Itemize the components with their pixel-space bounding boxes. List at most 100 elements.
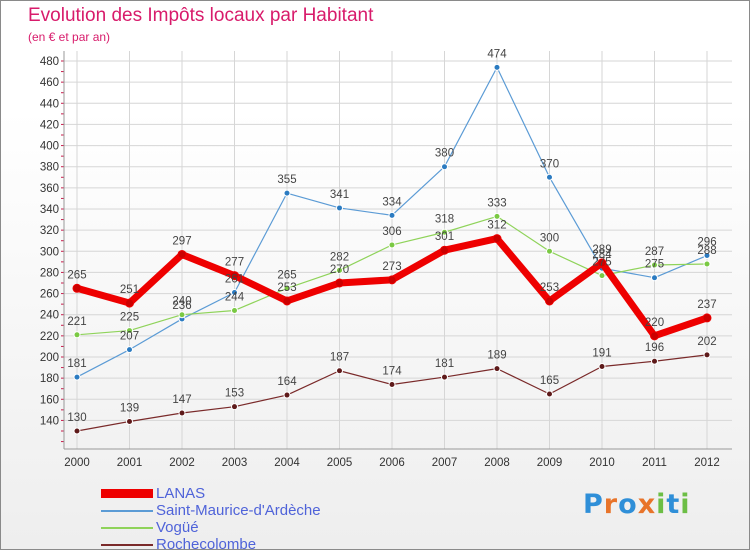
data-point-rochecolombe (126, 417, 133, 425)
data-label-vog-: 225 (120, 312, 139, 324)
legend-swatch (101, 526, 153, 529)
data-point-vog- (441, 228, 448, 236)
data-label-lanas: 297 (172, 235, 191, 247)
data-label-rochecolombe: 130 (67, 412, 86, 424)
data-point-saint-maurice-d-ard-che (336, 204, 343, 212)
data-point-lanas (282, 296, 292, 306)
y-tick-label: 300 (40, 246, 59, 258)
y-tick-label: 180 (40, 373, 59, 385)
data-label-vog-: 287 (645, 246, 664, 258)
proxiti-logo: Proxiti (583, 489, 691, 520)
y-tick-label: 460 (40, 77, 59, 89)
y-tick-label: 280 (40, 267, 59, 279)
chart-subtitle: (en € et par an) (28, 30, 111, 44)
y-tick-label: 420 (40, 119, 59, 131)
legend-item-saint-maurice-d-ard-che: Saint-Maurice-d'Ardèche (101, 502, 321, 519)
data-point-rochecolombe (598, 363, 606, 371)
data-point-vog- (651, 261, 658, 269)
y-tick-label: 480 (40, 56, 59, 68)
y-tick-label: 380 (40, 162, 59, 174)
data-point-lanas (335, 278, 344, 288)
data-point-rochecolombe (231, 403, 238, 411)
data-label-rochecolombe: 187 (330, 352, 349, 364)
data-point-saint-maurice-d-ard-che (441, 163, 448, 171)
series-layer (72, 63, 712, 435)
data-point-rochecolombe (703, 351, 711, 359)
axes: 140 160 180 200 220 240 260 280 300 320 340 360 380 4… (40, 51, 732, 469)
data-label-rochecolombe: 139 (120, 402, 139, 414)
data-point-lanas (650, 331, 659, 341)
data-point-saint-maurice-d-ard-che (493, 63, 501, 71)
legend-item-rochecolombe: Rochecolombe (101, 536, 321, 549)
legend-label: Vogüé (156, 519, 199, 536)
x-tick-label: 2012 (694, 457, 720, 469)
data-point-lanas (125, 298, 134, 308)
data-point-vog- (336, 266, 343, 274)
data-label-saint-maurice-d-ard-che: 236 (172, 300, 191, 312)
data-label-rochecolombe: 191 (592, 348, 611, 360)
y-tick-label: 200 (40, 352, 59, 364)
legend-swatch (101, 489, 153, 498)
legend-label: Saint-Maurice-d'Ardèche (156, 502, 321, 519)
data-point-rochecolombe (493, 365, 501, 373)
data-label-vog-: 221 (67, 316, 86, 328)
data-point-vog- (73, 331, 81, 339)
logo-letter: o (618, 489, 638, 520)
grid-lines (64, 51, 732, 449)
data-label-lanas: 270 (330, 264, 349, 276)
data-point-saint-maurice-d-ard-che (703, 252, 711, 260)
data-point-vog- (126, 327, 133, 335)
y-tick-label: 360 (40, 183, 59, 195)
logo-letter: x (637, 489, 657, 520)
data-point-vog- (546, 247, 553, 255)
logo-letter: i (680, 489, 691, 520)
x-tick-label: 2007 (432, 457, 458, 469)
data-point-saint-maurice-d-ard-che (126, 346, 133, 354)
logo-letter: P (583, 489, 604, 520)
data-label-lanas: 277 (225, 257, 244, 269)
y-tick-label: 240 (40, 310, 59, 322)
data-point-lanas (545, 296, 554, 306)
x-tick-label: 2006 (379, 457, 405, 469)
data-label-saint-maurice-d-ard-che: 275 (645, 259, 664, 271)
data-labels: 1812072362613553413343804743702842752962… (67, 48, 716, 424)
x-tick-label: 2010 (589, 457, 615, 469)
data-point-lanas (597, 258, 607, 268)
data-point-saint-maurice-d-ard-che (388, 211, 396, 219)
data-label-vog-: 244 (225, 291, 245, 303)
logo-letter: i (656, 489, 667, 520)
data-point-saint-maurice-d-ard-che (73, 373, 81, 381)
data-label-lanas: 289 (592, 244, 611, 256)
data-label-rochecolombe: 164 (277, 376, 297, 388)
data-point-rochecolombe (546, 390, 553, 398)
data-point-vog- (388, 241, 396, 249)
data-point-saint-maurice-d-ard-che (546, 173, 553, 181)
data-label-lanas: 253 (277, 282, 296, 294)
data-label-rochecolombe: 174 (382, 365, 402, 377)
data-label-vog-: 288 (697, 245, 716, 257)
data-label-vog-: 282 (330, 251, 349, 263)
data-point-saint-maurice-d-ard-che (283, 189, 291, 197)
logo-letter: r (603, 489, 619, 520)
data-label-lanas: 251 (120, 284, 139, 296)
data-label-vog-: 333 (487, 197, 506, 209)
data-label-saint-maurice-d-ard-che: 284 (592, 249, 612, 261)
data-point-rochecolombe (388, 380, 396, 388)
data-label-lanas: 265 (67, 269, 86, 281)
data-label-saint-maurice-d-ard-che: 341 (330, 189, 349, 201)
data-point-lanas (230, 271, 239, 281)
data-point-rochecolombe (178, 409, 186, 417)
data-label-vog-: 275 (592, 257, 611, 269)
legend-item-lanas: LANAS (101, 485, 321, 502)
data-label-rochecolombe: 153 (225, 388, 244, 400)
data-label-rochecolombe: 181 (435, 358, 454, 370)
data-label-saint-maurice-d-ard-che: 355 (277, 174, 296, 186)
data-point-rochecolombe (441, 373, 448, 381)
data-label-saint-maurice-d-ard-che: 207 (120, 331, 139, 343)
data-label-rochecolombe: 202 (697, 336, 716, 348)
data-label-saint-maurice-d-ard-che: 334 (382, 196, 402, 208)
data-label-vog-: 306 (382, 226, 401, 238)
y-tick-label: 140 (40, 415, 59, 427)
data-point-lanas (72, 283, 82, 293)
data-point-lanas (440, 245, 449, 255)
